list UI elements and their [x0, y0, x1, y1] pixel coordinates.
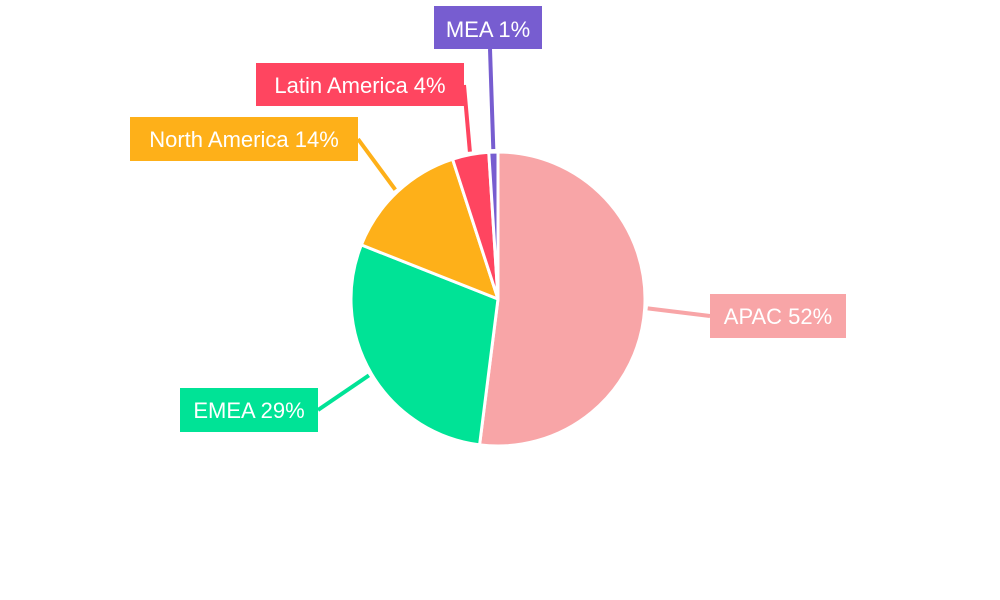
label-north-america-box	[130, 117, 358, 161]
leader-line-apac	[647, 306, 711, 318]
leader-line-north-america	[356, 137, 397, 191]
pie-slices	[349, 150, 647, 448]
pie-slice-emea[interactable]	[349, 243, 500, 447]
label-apac: APAC 52%	[710, 294, 846, 338]
label-north-america: North America 14%	[130, 117, 358, 161]
label-emea-text: EMEA 29%	[193, 398, 304, 423]
label-north-america-text: North America 14%	[149, 127, 339, 152]
leader-line-latin-america	[462, 84, 472, 152]
label-apac-text: APAC 52%	[724, 304, 832, 329]
leader-line-emea	[316, 373, 371, 412]
label-mea: MEA 1%	[434, 6, 542, 49]
label-emea-box	[180, 388, 318, 432]
pie-slice-mea[interactable]	[487, 150, 500, 301]
label-mea-text: MEA 1%	[446, 17, 530, 42]
pie-slice-apac[interactable]	[478, 150, 647, 448]
label-emea: EMEA 29%	[180, 388, 318, 432]
label-latin-america: Latin America 4%	[256, 63, 464, 106]
label-latin-america-text: Latin America 4%	[274, 73, 445, 98]
data-labels: APAC 52% EMEA 29% North America 14% Lati…	[130, 6, 846, 432]
label-latin-america-box	[256, 63, 464, 106]
leader-lines	[316, 48, 711, 412]
label-mea-box	[434, 6, 542, 49]
leader-line-mea	[488, 48, 496, 150]
label-apac-box	[710, 294, 846, 338]
